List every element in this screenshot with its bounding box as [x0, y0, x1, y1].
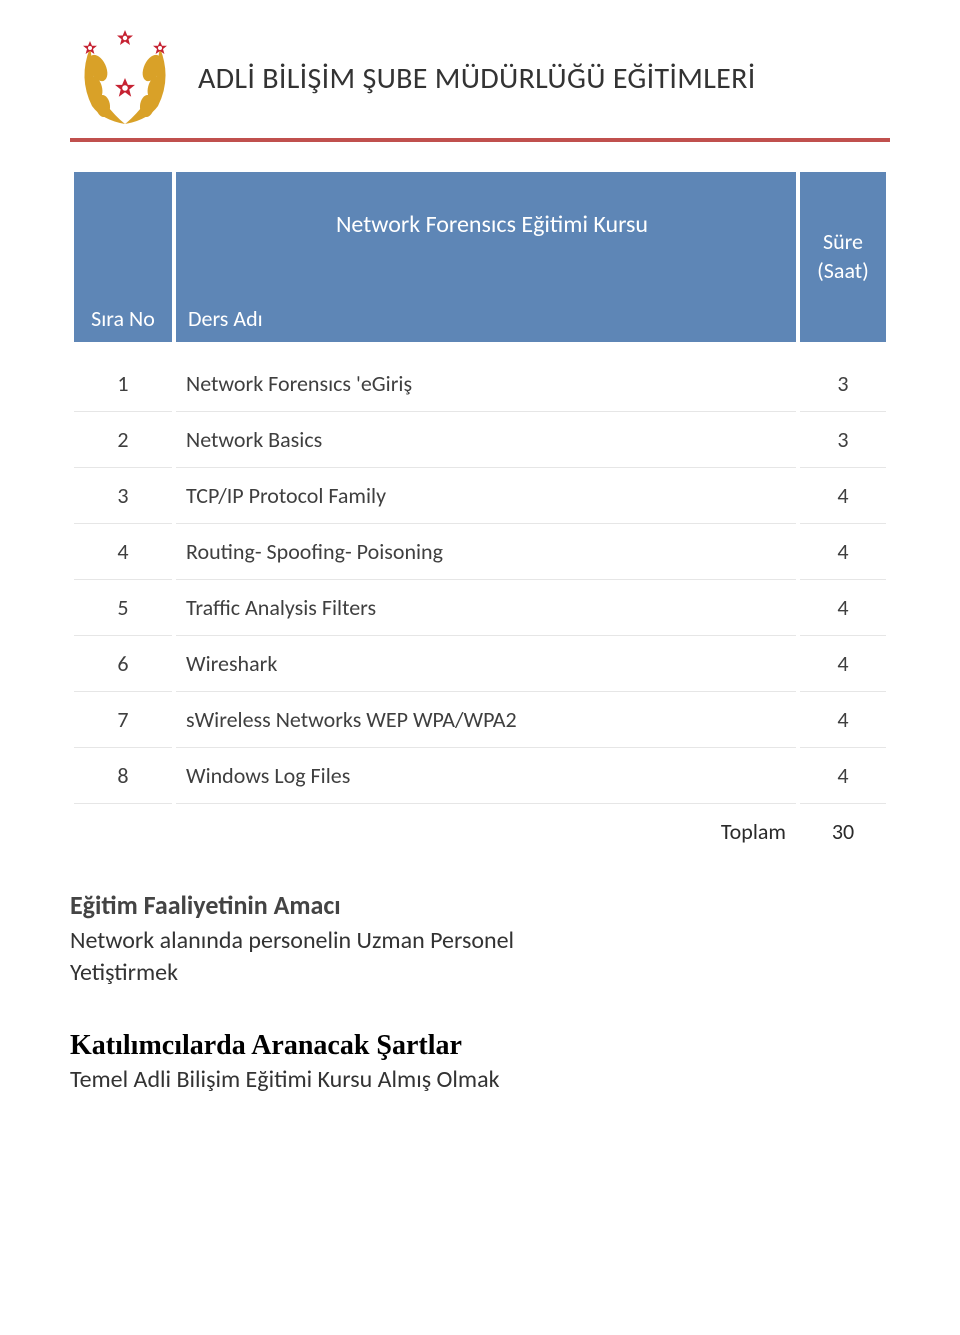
section-requirements: Katılımcılarda Aranacak Şartlar Temel Ad… — [70, 1030, 890, 1096]
col-header-sira-no: Sıra No — [74, 172, 172, 342]
sure-label: Süre — [823, 228, 863, 255]
col-header-sure: Süre (Saat) — [800, 172, 886, 342]
row-duration: 4 — [800, 580, 886, 636]
row-duration: 4 — [800, 636, 886, 692]
course-title: Network Forensıcs Eğitimi Kursu — [188, 210, 796, 304]
row-no: 5 — [74, 580, 172, 636]
row-duration: 4 — [800, 524, 886, 580]
row-duration: 3 — [800, 356, 886, 412]
row-name: Routing- Spoofing- Poisoning — [176, 524, 796, 580]
row-name: Wireshark — [176, 636, 796, 692]
saat-label: (Saat) — [817, 257, 869, 284]
table-row: 2 Network Basics 3 — [74, 412, 886, 468]
purpose-line1: Network alanında personelin Uzman Person… — [70, 926, 514, 955]
course-table: Sıra No Network Forensıcs Eğitimi Kursu … — [70, 172, 890, 859]
row-name: Windows Log Files — [176, 748, 796, 804]
section-purpose-heading: Eğitim Faaliyetinin Amacı — [70, 889, 890, 921]
row-duration: 4 — [800, 468, 886, 524]
table-row: 1 Network Forensıcs 'eGiriş 3 — [74, 356, 886, 412]
section-purpose: Eğitim Faaliyetinin Amacı Network alanın… — [70, 889, 890, 990]
page: ADLİ BİLİŞİM ŞUBE MÜDÜRLÜĞÜ EĞİTİMLERİ S… — [0, 0, 960, 1136]
row-name: Network Basics — [176, 412, 796, 468]
table-row: 7 sWireless Networks WEP WPA/WPA2 4 — [74, 692, 886, 748]
row-name: sWireless Networks WEP WPA/WPA2 — [176, 692, 796, 748]
total-label: Toplam — [176, 804, 796, 859]
row-name: TCP/IP Protocol Family — [176, 468, 796, 524]
table-row: 4 Routing- Spoofing- Poisoning 4 — [74, 524, 886, 580]
purpose-line2: Yetiştirmek — [70, 958, 178, 987]
page-title: ADLİ BİLİŞİM ŞUBE MÜDÜRLÜĞÜ EĞİTİMLERİ — [198, 60, 756, 97]
row-no: 7 — [74, 692, 172, 748]
section-purpose-body: Network alanında personelin Uzman Person… — [70, 925, 890, 990]
header-divider — [70, 138, 890, 142]
table-row: 8 Windows Log Files 4 — [74, 748, 886, 804]
total-value: 30 — [800, 804, 886, 859]
table-header-row: Sıra No Network Forensıcs Eğitimi Kursu … — [74, 172, 886, 342]
table-total-row: Toplam 30 — [74, 804, 886, 859]
header-gap-row — [74, 342, 886, 356]
row-no: 1 — [74, 356, 172, 412]
emblem-logo — [70, 28, 180, 128]
col-header-ders-adi: Ders Adı — [176, 305, 796, 332]
row-no: 8 — [74, 748, 172, 804]
col-header-course-title: Network Forensıcs Eğitimi Kursu Ders Adı — [176, 172, 796, 342]
table-row: 5 Traffic Analysis Filters 4 — [74, 580, 886, 636]
row-name: Traffic Analysis Filters — [176, 580, 796, 636]
row-name: Network Forensıcs 'eGiriş — [176, 356, 796, 412]
row-no: 4 — [74, 524, 172, 580]
table-row: 6 Wireshark 4 — [74, 636, 886, 692]
row-no: 2 — [74, 412, 172, 468]
row-duration: 3 — [800, 412, 886, 468]
row-duration: 4 — [800, 748, 886, 804]
table-row: 3 TCP/IP Protocol Family 4 — [74, 468, 886, 524]
row-no: 3 — [74, 468, 172, 524]
col-header-ders-adi-wrapper: Ders Adı — [176, 305, 796, 332]
row-duration: 4 — [800, 692, 886, 748]
page-header: ADLİ BİLİŞİM ŞUBE MÜDÜRLÜĞÜ EĞİTİMLERİ — [70, 28, 890, 128]
section-requirements-body: Temel Adli Bilişim Eğitimi Kursu Almış O… — [70, 1064, 890, 1096]
row-no: 6 — [74, 636, 172, 692]
section-requirements-heading: Katılımcılarda Aranacak Şartlar — [70, 1030, 890, 1062]
